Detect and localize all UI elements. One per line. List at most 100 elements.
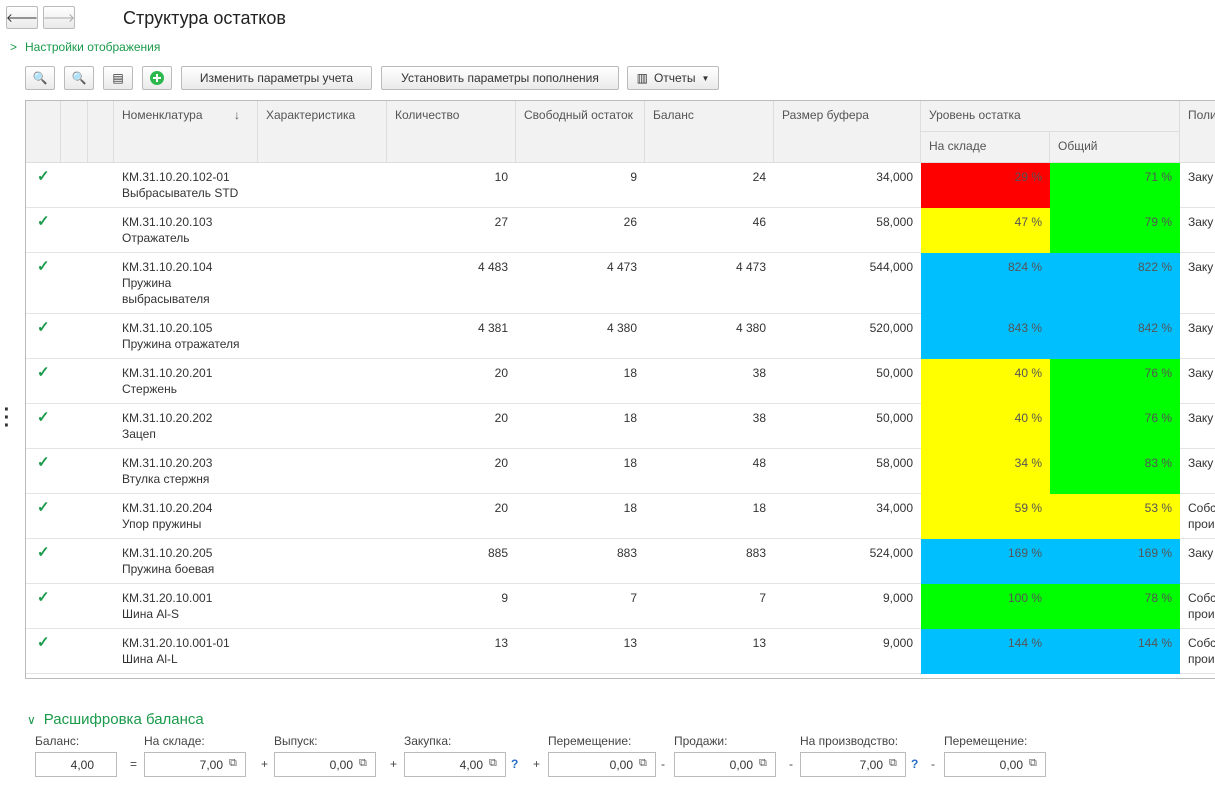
field-input[interactable]: 7,00 [144,752,246,777]
search-button[interactable]: 🔍 [25,66,55,90]
item-code: КМ.31.10.20.104 [122,260,213,274]
free-cell: 883 [616,546,637,560]
reports-text: Отчеты [653,71,696,85]
stock-level-cell: 29 % [921,163,1050,208]
qty-cell: 20 [494,411,508,425]
item-cell: КМ.31.10.20.204 Упор пружины [114,494,258,538]
field-label: На складе: [144,734,205,748]
item-name: Пружина боевая [122,562,215,576]
drag-handle[interactable]: · · · [3,399,11,437]
column-header: Номенклатура [114,101,258,163]
table-row[interactable]: ✓ КМ.31.20.10.001-01 Шина Al-L 13 13 13 9,000 1… [26,629,1215,674]
table: Номенклатура Характеристика Количество Своб… [25,100,1215,679]
check-icon: ✓ [37,319,50,336]
qty-cell: 20 [494,501,508,515]
settings-link[interactable]: > Настройки отображения [10,40,161,54]
table-row[interactable]: ✓ КМ.31.10.20.203 Втулка стержня 20 18 48 58,0… [26,449,1215,494]
filter-button[interactable]: ▤ [103,66,133,90]
field-label: Выпуск: [274,734,318,748]
open-icon[interactable]: ⧉ [639,757,647,769]
balance-cell: 883 [745,546,766,560]
open-icon[interactable]: ⧉ [759,757,767,769]
check-icon: ✓ [37,544,50,561]
table-row[interactable]: ✓ КМ.31.10.20.205 Пружина боевая 885 883 883 5… [26,539,1215,584]
sort-indicator[interactable]: ↓ [234,108,240,122]
add-button[interactable] [142,66,172,90]
operator: + [390,757,398,771]
balance-cell: 38 [752,411,766,425]
field-label: Перемещение: [944,734,1028,748]
change-params-button[interactable]: Изменить параметры учета [181,66,372,90]
reports-button[interactable]: ▥ Отчеты ▼ [627,66,719,90]
policy-cell: Собс прои [1188,636,1215,666]
column-header: Баланс [645,101,774,163]
open-icon[interactable]: ⧉ [489,757,497,769]
item-name: Пружина выбрасывателя [122,276,210,306]
free-cell: 4 380 [606,321,637,335]
qty-cell: 20 [494,456,508,470]
forward-button[interactable]: 🡒 [43,6,75,29]
item-name: Втулка стержня [122,472,210,486]
field-label: Перемещение: [548,734,632,748]
table-row[interactable]: ✓ КМ.31.10.20.202 Зацеп 20 18 38 50,000 40 % 76 … [26,404,1215,449]
column-header: Поли [1180,101,1215,163]
stock-level-cell: 843 % [921,314,1050,359]
open-icon[interactable]: ⧉ [1029,757,1037,769]
table-row[interactable]: ✓ КМ.31.10.20.204 Упор пружины 20 18 18 34,000… [26,494,1215,539]
page-title: Структура остатков [123,8,286,28]
field-input[interactable]: 0,00 [674,752,776,777]
table-row[interactable]: ✓ КМ.31.10.20.102-01 Выбрасыватель STD 10 9 2… [26,163,1215,208]
help-link[interactable]: ? [511,757,519,771]
open-icon[interactable]: ⧉ [889,757,897,769]
add-icon [150,71,164,85]
table-row[interactable]: ✓ КМ.31.10.20.103 Отражатель 27 26 46 58,000 47… [26,208,1215,253]
operator: - [931,757,935,771]
set-replenishment-button[interactable]: Установить параметры пополнения [381,66,619,90]
policy-cell: Заку [1188,456,1214,470]
qty-cell: 27 [494,215,508,229]
help-link[interactable]: ? [911,757,919,771]
open-icon[interactable]: ⧉ [229,757,237,769]
balance-section-title[interactable]: ∨ Расшифровка баланса [27,711,204,728]
buffer-cell: 9,000 [882,636,913,650]
balance-cell: 18 [752,501,766,515]
buffer-cell: 9,000 [882,591,913,605]
item-code: КМ.31.10.20.204 [122,501,213,515]
total-level-cell: 76 % [1050,359,1180,404]
field-input[interactable]: 4,00 [404,752,506,777]
field-input[interactable]: 4,00 [35,752,117,777]
balance-cell: 48 [752,456,766,470]
table-row[interactable]: ✓ КМ.31.20.10.001 Шина Al-S 9 7 7 9,000 100 % 78… [26,584,1215,629]
operator: = [130,757,138,771]
column-header: Количество [387,101,516,163]
buffer-cell: 58,000 [876,456,913,470]
table-row[interactable]: ✓ КМ.31.10.20.105 Пружина отражателя 4 381 4… [26,314,1215,359]
buffer-cell: 34,000 [876,501,913,515]
free-cell: 18 [623,456,637,470]
item-code: КМ.31.10.20.202 [122,411,213,425]
item-cell: КМ.31.20.10.001-01 Шина Al-L [114,629,258,673]
field-input[interactable]: 0,00 [274,752,376,777]
check-icon: ✓ [37,168,50,185]
table-row[interactable]: ✓ КМ.31.10.20.104 Пружина выбрасывателя 4 4… [26,253,1215,314]
total-level-cell: 53 % [1050,494,1180,539]
field-input[interactable]: 7,00 [800,752,906,777]
item-code: КМ.31.10.20.105 [122,321,213,335]
field-input[interactable]: 0,00 [944,752,1046,777]
balance-cell: 4 473 [735,260,766,274]
open-icon[interactable]: ⧉ [359,757,367,769]
table-row[interactable]: ✓ КМ.31.10.20.201 Стержень 20 18 38 50,000 40 %… [26,359,1215,404]
operator: + [261,757,269,771]
field-input[interactable]: 0,00 [548,752,656,777]
back-button[interactable]: 🡐 [6,6,38,29]
stock-level-cell: 144 % [921,629,1050,674]
settings-link-text[interactable]: Настройки отображения [25,40,161,54]
total-level-cell: 83 % [1050,449,1180,494]
column-header: На складе [921,132,1050,163]
balance-cell: 4 380 [735,321,766,335]
search-cancel-button[interactable]: 🔍 [64,66,94,90]
column-header [26,101,61,163]
item-name: Отражатель [122,231,190,245]
item-name: Шина Al-S [122,607,180,621]
field-label: Закупка: [404,734,452,748]
